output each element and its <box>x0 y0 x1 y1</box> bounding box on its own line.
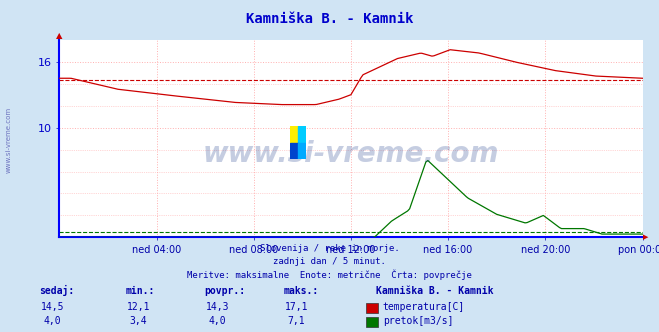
Text: ▲: ▲ <box>56 31 63 40</box>
Bar <box>298 126 306 143</box>
Text: temperatura[C]: temperatura[C] <box>383 302 465 312</box>
Text: Meritve: maksimalne  Enote: metrične  Črta: povprečje: Meritve: maksimalne Enote: metrične Črta… <box>187 269 472 280</box>
Text: www.si-vreme.com: www.si-vreme.com <box>5 106 12 173</box>
Text: 4,0: 4,0 <box>44 316 61 326</box>
Text: 14,3: 14,3 <box>206 302 229 312</box>
Text: povpr.:: povpr.: <box>204 286 245 296</box>
Text: sedaj:: sedaj: <box>40 285 74 296</box>
Text: ▶: ▶ <box>643 234 648 240</box>
Text: pretok[m3/s]: pretok[m3/s] <box>383 316 453 326</box>
Text: 4,0: 4,0 <box>209 316 226 326</box>
Text: 3,4: 3,4 <box>130 316 147 326</box>
Text: maks.:: maks.: <box>283 286 318 296</box>
Text: 12,1: 12,1 <box>127 302 150 312</box>
Text: Kamniška B. - Kamnik: Kamniška B. - Kamnik <box>376 286 493 296</box>
Text: 17,1: 17,1 <box>285 302 308 312</box>
Bar <box>290 143 298 159</box>
Text: Kamniška B. - Kamnik: Kamniška B. - Kamnik <box>246 12 413 26</box>
Bar <box>298 143 306 159</box>
Text: Slovenija / reke in morje.: Slovenija / reke in morje. <box>260 244 399 253</box>
Text: min.:: min.: <box>125 286 155 296</box>
Text: 14,5: 14,5 <box>41 302 65 312</box>
Text: www.si-vreme.com: www.si-vreme.com <box>203 140 499 168</box>
Text: 7,1: 7,1 <box>288 316 305 326</box>
Bar <box>290 126 298 143</box>
Text: zadnji dan / 5 minut.: zadnji dan / 5 minut. <box>273 257 386 266</box>
